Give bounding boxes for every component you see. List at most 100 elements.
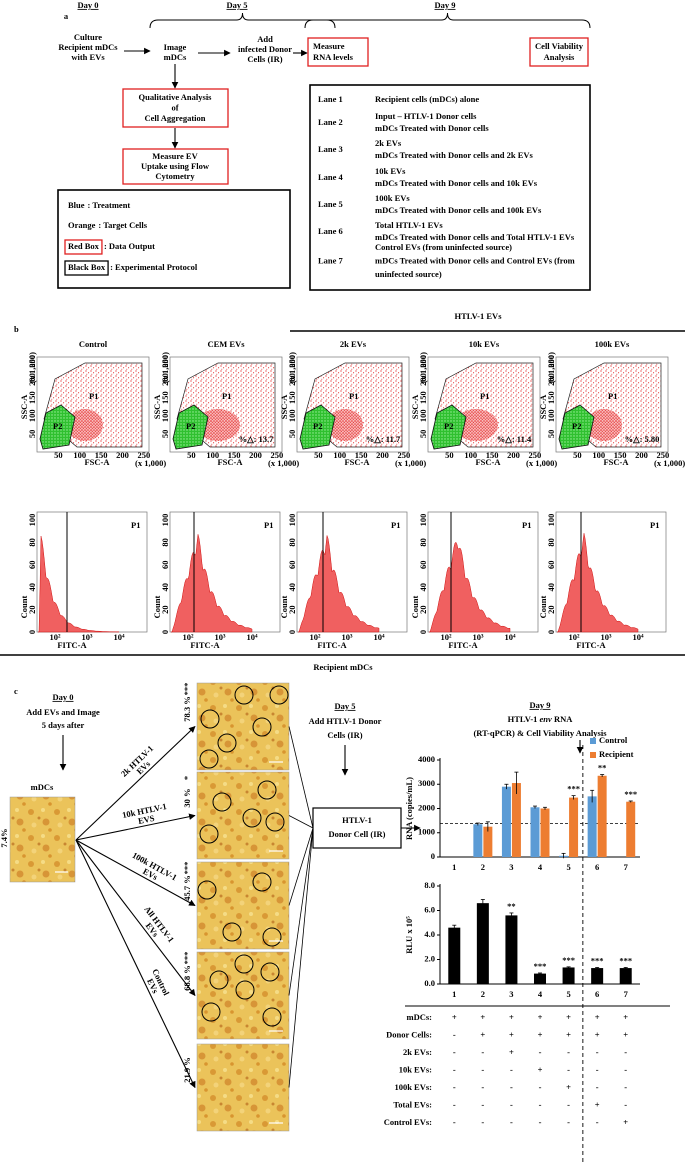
table-cell: + [538,1029,543,1039]
arrow [75,813,196,841]
gate-label: P1 [349,391,358,401]
bar [562,967,575,984]
group-title: HTLV-1 EVs [455,311,503,321]
gate-label: P1 [222,391,231,401]
y-tick-label: 20 [287,605,297,614]
x-tick-label: 200 [116,450,129,460]
significance: ** [598,763,607,773]
axis-label: SSC-A [538,394,548,419]
step-text: Cells (IR) [247,54,282,64]
aggregate-circle [200,709,220,729]
aggregate-circle [234,685,254,705]
gate-label: P1 [650,520,659,530]
y-tick-label: 4.0 [424,929,435,939]
histogram [38,536,120,633]
legend-text: : Treatment [88,200,131,210]
gate-p2 [39,404,76,450]
legend-text: : Data Output [104,241,155,251]
y-tick-label: 200 [418,373,428,386]
axis-label: FITC-A [576,640,606,650]
axis-label: FSC-A [603,457,629,467]
x-tick-label: 50 [573,450,582,460]
y-tick-label: 100 [160,514,170,527]
axis-scale: (x 1,000) [160,352,170,383]
table-cell: - [481,1064,484,1074]
y-tick-label: 3000 [418,778,435,788]
lane-line: mDCs Treated with Donor cells and 2k EVs [375,150,534,160]
step-text: Uptake using Flow [141,161,210,171]
row-label: mDCs: [407,1012,433,1022]
y-axis-label: RLU x 10⁵ [404,916,414,954]
histogram [557,533,639,633]
x-tick-label: 6 [595,862,599,872]
y-tick-label: 80 [418,538,428,547]
y-tick-label: 80 [287,538,297,547]
table-cell: - [453,1117,456,1127]
step-text: Cell Viability [535,41,584,51]
panel-letter: a [64,11,69,21]
lane-line: Recipient cells (mDCs) alone [375,94,479,104]
axis-label: FSC-A [217,457,243,467]
x-tick-label: 100 [206,450,219,460]
y-tick-label: 60 [287,561,297,570]
y-axis-label: RNA (copies/mL) [404,777,414,840]
y-tick-label: 150 [546,391,556,404]
x-tick-label: 250 [528,450,541,460]
table-cell: + [509,1029,514,1039]
axis-label: FITC-A [448,640,478,650]
histogram [171,534,253,633]
y-tick-label: 100 [546,514,556,527]
day-label: Day 0 [52,692,73,702]
x-tick-label: 10⁴ [246,632,258,642]
y-tick-label: 0 [418,630,428,634]
axis-label: Count [19,596,29,619]
significance: *** [567,784,580,794]
title-line: HTLV-1 env RNA [508,714,574,724]
x-tick-label: 10³ [341,632,353,642]
lane-label: Lane 2 [318,117,343,127]
bar [476,903,489,984]
bar [501,786,511,857]
y-tick-label: 20 [27,605,37,614]
histogram [298,535,380,633]
x-tick-label: 1 [452,862,456,872]
bar [483,826,493,857]
y-tick-label: 40 [546,583,556,592]
gate-label: P1 [391,520,400,530]
sample-title: Control [79,339,108,349]
day-label: Day 5 [334,701,355,711]
bar [540,808,550,857]
table-cell: - [596,1117,599,1127]
step-text: Add HTLV-1 Donor [309,716,382,726]
x-tick-label: 7 [624,862,629,872]
x-tick-label: 10³ [214,632,226,642]
title-part: HTLV-1 [508,714,540,724]
axis-label: FITC-A [317,640,347,650]
y-tick-label: 50 [27,430,37,439]
lane-line: Total HTLV-1 EVs [375,220,443,230]
x-tick-label: 150 [486,450,499,460]
bar [505,915,518,984]
bar [591,968,604,984]
bar [530,807,540,857]
sample-title: 10k EVs [469,339,500,349]
y-tick-label: 100 [287,409,297,422]
x-tick-label: 10⁴ [113,632,125,642]
table-cell: - [539,1082,542,1092]
connector [288,726,314,829]
y-tick-label: 150 [418,391,428,404]
significance: *** [562,955,575,965]
lane-label: Lane 6 [318,226,343,236]
y-tick-label: 6.0 [424,904,435,914]
legend-label: Recipient [599,749,634,759]
significance: *** [182,862,192,875]
table-cell: - [481,1099,484,1109]
table-cell: + [566,1082,571,1092]
gate-label: P2 [186,421,195,431]
legend-text: : Target Cells [98,220,147,230]
y-tick-label: 150 [287,391,297,404]
y-tick-label: 50 [546,430,556,439]
delta-label: %△: 5.80 [625,434,660,444]
y-tick-label: 150 [160,391,170,404]
legend-key: Orange [68,220,96,230]
